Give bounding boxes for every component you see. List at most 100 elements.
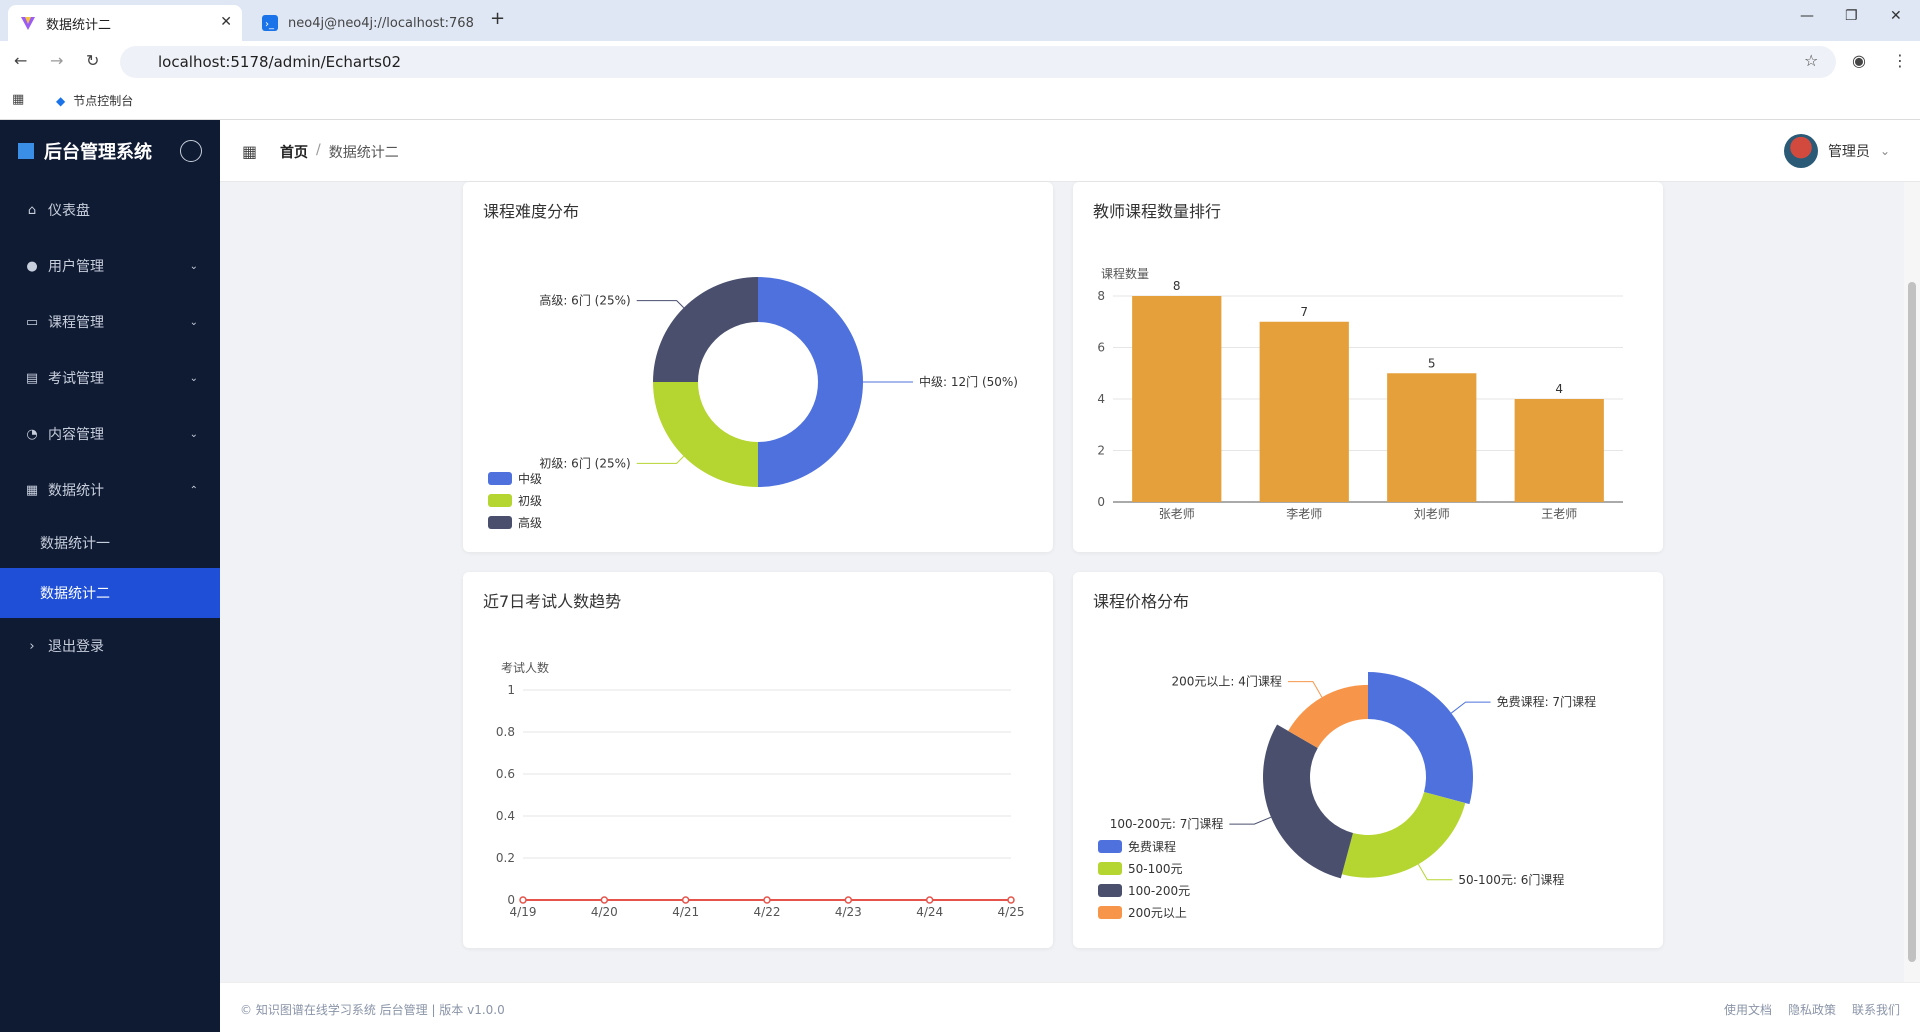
breadcrumb-home[interactable]: 首页 (280, 145, 308, 161)
sidebar: 后台管理系统 ⌂ 仪表盘 ● 用户管理 ⌄ ▭ 课程管理 ⌄ ▤ 考试管理 ⌄ … (0, 120, 220, 1032)
user-icon: ● (26, 258, 38, 274)
price-pie-chart: 免费课程: 7门课程 50-100元: 6门课程 100-200元: 7门课程 200… (1098, 672, 1596, 920)
sidebar-item-statistics[interactable]: ▦ 数据统计 ⌃ (25, 482, 198, 500)
address-bar: ← → ↻ localhost:5178/admin/Echarts02 ☆ ◉… (0, 41, 1920, 82)
data-point (844, 896, 853, 904)
sidebar-item-content[interactable]: ◔ 内容管理 ⌄ (0, 406, 220, 462)
forward-icon[interactable]: → (50, 51, 64, 70)
pie-slice (1288, 684, 1368, 748)
pie-label: 高级: 6门 (25%) (539, 293, 630, 308)
y-tick-label: 4 (1097, 392, 1105, 406)
legend-swatch (1098, 840, 1122, 853)
pie-slice (1341, 792, 1466, 878)
vite-icon (20, 15, 36, 31)
y-tick-label: 8 (1097, 289, 1105, 303)
footer-link-privacy[interactable]: 隐私政策 (1787, 1003, 1836, 1017)
svg-text:›_: ›_ (265, 19, 275, 30)
data-point (763, 896, 771, 904)
grid-icon[interactable]: ▦ (242, 142, 258, 161)
x-tick-label: 4/20 (591, 905, 618, 919)
chevron-down-icon: ⌄ (189, 372, 198, 384)
browser-tab-active[interactable]: 数据统计二 ✕ (8, 5, 242, 41)
close-window-icon[interactable]: ✕ (1890, 8, 1902, 24)
footer: © 知识图谱在线学习系统 后台管理 | 版本 v1.0.0 使用文档 隐私政策 … (220, 982, 1920, 1032)
user-menu[interactable]: 管理员 ⌄ (1783, 134, 1890, 168)
x-tick-label: 4/19 (510, 905, 537, 919)
pie-slice (1263, 724, 1353, 879)
legend-swatch (488, 516, 512, 529)
pie-label-line (636, 455, 685, 464)
user-name: 管理员 (1827, 144, 1870, 160)
chevron-right-icon: › (29, 638, 35, 654)
star-icon[interactable]: ☆ (1804, 51, 1819, 70)
chevron-down-icon: ⌄ (189, 316, 198, 328)
sidebar-item-exams[interactable]: ▤ 考试管理 ⌄ (25, 370, 198, 388)
legend-swatch (488, 494, 512, 507)
x-tick-label: 4/24 (916, 905, 943, 919)
legend-label: 中级 (518, 471, 542, 486)
close-icon[interactable]: ✕ (220, 14, 232, 30)
sidebar-item-dashboard[interactable]: ⌂ 仪表盘 (0, 182, 220, 238)
apps-icon[interactable]: ▦ (12, 92, 25, 107)
profile-icon[interactable]: ◉ (1852, 51, 1866, 70)
scrollbar-thumb[interactable] (1908, 282, 1916, 962)
sidebar-item-courses[interactable]: ▭ 课程管理 ⌄ (25, 314, 198, 332)
bar (1514, 399, 1604, 502)
bar (1387, 373, 1477, 502)
legend-label: 初级 (518, 494, 542, 508)
y-tick-label: 0.8 (496, 725, 515, 739)
main-content: 课程难度分布 中级: 12门 (50%) 初级: 6门 (25%) 高级: 6门 (… (220, 182, 1900, 982)
x-tick-label: 4/22 (754, 905, 781, 919)
y-tick-label: 0 (1097, 495, 1105, 509)
chevron-down-icon: ⌄ (1879, 144, 1890, 158)
sidebar-item-logout[interactable]: › 退出登录 (0, 618, 220, 674)
book-icon: ▭ (25, 314, 39, 330)
footer-link-contact[interactable]: 联系我们 (1851, 1003, 1900, 1017)
minimize-icon[interactable]: — (1800, 8, 1814, 24)
url-input[interactable]: localhost:5178/admin/Echarts02 (120, 46, 1836, 78)
pie-label: 200元以上: 4门课程 (1172, 674, 1282, 689)
legend-label: 200元以上 (1128, 906, 1187, 920)
legend-label: 免费课程 (1128, 839, 1176, 854)
browser-tab-inactive[interactable]: ›_ neo4j@neo4j://localhost:768 (250, 5, 480, 41)
document-icon: ▤ (25, 370, 39, 386)
card-trend: 近7日考试人数趋势 考试人数 0 0.2 0.4 0.6 0.8 1 4/19 4/20 4/21… (463, 572, 1053, 948)
bar-value-label: 4 (1555, 382, 1563, 396)
chevron-down-icon: ⌄ (189, 260, 198, 272)
y-tick-label: 2 (1097, 444, 1105, 458)
menu-dots-icon[interactable]: ⋮ (1892, 51, 1908, 70)
pie-slice (1368, 672, 1473, 805)
bookmarks-bar: ▦ ◆ 节点控制台 (0, 82, 1920, 120)
bar-value-label: 8 (1173, 279, 1181, 293)
brand-title: 后台管理系统 (44, 142, 152, 163)
y-tick-label: 0.2 (496, 851, 515, 865)
collapse-menu-icon[interactable] (180, 140, 202, 162)
footer-link-docs[interactable]: 使用文档 (1723, 1003, 1772, 1017)
new-tab-button[interactable]: + (490, 8, 506, 29)
sidebar-subitem-stats-2[interactable]: 数据统计二 (0, 568, 220, 618)
pie-label-line (1450, 701, 1491, 714)
card-title: 近7日考试人数趋势 (483, 592, 622, 611)
data-point (681, 896, 690, 904)
back-icon[interactable]: ← (14, 51, 28, 70)
footer-copyright: © 知识图谱在线学习系统 后台管理 | 版本 v1.0.0 (240, 1003, 505, 1017)
sidebar-subitem-stats-1[interactable]: 数据统计一 (40, 536, 110, 552)
pie-slice (758, 277, 863, 487)
card-title: 教师课程数量排行 (1093, 202, 1222, 221)
x-tick-label: 刘老师 (1414, 507, 1450, 521)
data-point (600, 896, 609, 904)
legend-swatch (1098, 906, 1122, 919)
sidebar-item-users[interactable]: ● 用户管理 ⌄ (0, 238, 220, 294)
x-tick-label: 4/23 (835, 905, 862, 919)
teacher-bar-chart: 课程数量 0 2 4 6 8 8 张老师 7 李老师 5 刘老师 4 王老师 (1097, 266, 1623, 521)
reload-icon[interactable]: ↻ (86, 51, 100, 70)
restore-icon[interactable]: ❐ (1845, 8, 1858, 24)
chevron-down-icon: ⌄ (189, 428, 198, 440)
chart-icon: ▦ (25, 482, 39, 498)
bookmark-item[interactable]: ◆ 节点控制台 (56, 93, 134, 109)
tab-title: neo4j@neo4j://localhost:768 (288, 15, 474, 31)
logo-icon (18, 143, 34, 159)
difficulty-pie-chart: 中级: 12门 (50%) 初级: 6门 (25%) 高级: 6门 (25%) 中级初… (488, 277, 1018, 530)
pie-label: 100-200元: 7门课程 (1110, 816, 1224, 831)
avatar[interactable] (1783, 134, 1818, 168)
